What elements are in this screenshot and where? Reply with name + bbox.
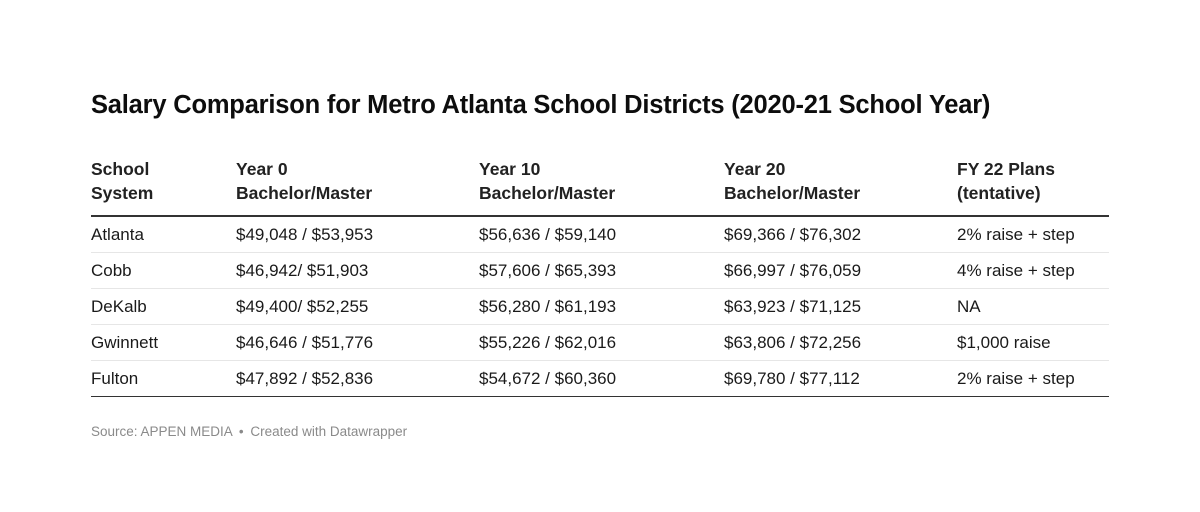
chart-title: Salary Comparison for Metro Atlanta Scho… (91, 91, 991, 119)
header-line: Bachelor/Master (479, 183, 616, 203)
header-line: Year 10 (479, 159, 541, 179)
cell-school-system: Gwinnett (91, 324, 236, 361)
table-row-fulton: Fulton $47,892 / $52,836 $54,672 / $60,3… (91, 360, 1109, 397)
cell-school-system: Atlanta (91, 216, 236, 253)
cell-year-20: $69,780 / $77,112 (724, 360, 957, 397)
cell-year-0: $49,400/ $52,255 (236, 288, 479, 325)
column-header-school-system: School System (91, 157, 236, 217)
cell-year-10: $54,672 / $60,360 (479, 360, 724, 397)
header-line: Bachelor/Master (724, 183, 861, 203)
header-line: Bachelor/Master (236, 183, 373, 203)
table-row-atlanta: Atlanta $49,048 / $53,953 $56,636 / $59,… (91, 216, 1109, 253)
cell-fy22-plans: 2% raise + step (957, 360, 1109, 397)
cell-school-system: Cobb (91, 252, 236, 289)
chart-footer: Source: APPEN MEDIA • Created with Dataw… (91, 424, 1109, 439)
table-row-dekalb: DeKalb $49,400/ $52,255 $56,280 / $61,19… (91, 288, 1109, 325)
credit-text: Created with Datawrapper (250, 424, 408, 439)
cell-fy22-plans: $1,000 raise (957, 324, 1109, 361)
header-line: School (91, 159, 150, 179)
footer-separator: • (238, 424, 244, 439)
header-line: Year 20 (724, 159, 786, 179)
column-header-fy22-plans: FY 22 Plans (tentative) (957, 157, 1109, 217)
cell-fy22-plans: NA (957, 288, 1109, 325)
cell-year-10: $56,280 / $61,193 (479, 288, 724, 325)
cell-fy22-plans: 4% raise + step (957, 252, 1109, 289)
table-row-gwinnett: Gwinnett $46,646 / $51,776 $55,226 / $62… (91, 324, 1109, 361)
header-line: FY 22 Plans (957, 159, 1055, 179)
cell-year-10: $56,636 / $59,140 (479, 216, 724, 253)
table-header: School System Year 0 Bachelor/Master Yea… (91, 157, 1109, 217)
cell-year-0: $46,646 / $51,776 (236, 324, 479, 361)
column-header-year-10: Year 10 Bachelor/Master (479, 157, 724, 217)
cell-year-10: $55,226 / $62,016 (479, 324, 724, 361)
header-line: Year 0 (236, 159, 288, 179)
cell-year-20: $63,806 / $72,256 (724, 324, 957, 361)
salary-comparison-chart: Salary Comparison for Metro Atlanta Scho… (91, 86, 1109, 439)
cell-year-10: $57,606 / $65,393 (479, 252, 724, 289)
table-row-cobb: Cobb $46,942/ $51,903 $57,606 / $65,393 … (91, 252, 1109, 289)
cell-school-system: Fulton (91, 360, 236, 397)
header-line: System (91, 183, 154, 203)
cell-school-system: DeKalb (91, 288, 236, 325)
header-line: (tentative) (957, 183, 1041, 203)
source-text: Source: APPEN MEDIA (91, 424, 233, 439)
cell-year-0: $46,942/ $51,903 (236, 252, 479, 289)
cell-year-20: $69,366 / $76,302 (724, 216, 957, 253)
cell-year-0: $49,048 / $53,953 (236, 216, 479, 253)
cell-year-0: $47,892 / $52,836 (236, 360, 479, 397)
header-row: School System Year 0 Bachelor/Master Yea… (91, 157, 1109, 217)
cell-fy22-plans: 2% raise + step (957, 216, 1109, 253)
cell-year-20: $63,923 / $71,125 (724, 288, 957, 325)
cell-year-20: $66,997 / $76,059 (724, 252, 957, 289)
table-body: Atlanta $49,048 / $53,953 $56,636 / $59,… (91, 216, 1109, 397)
salary-table: School System Year 0 Bachelor/Master Yea… (91, 157, 1109, 397)
column-header-year-20: Year 20 Bachelor/Master (724, 157, 957, 217)
column-header-year-0: Year 0 Bachelor/Master (236, 157, 479, 217)
